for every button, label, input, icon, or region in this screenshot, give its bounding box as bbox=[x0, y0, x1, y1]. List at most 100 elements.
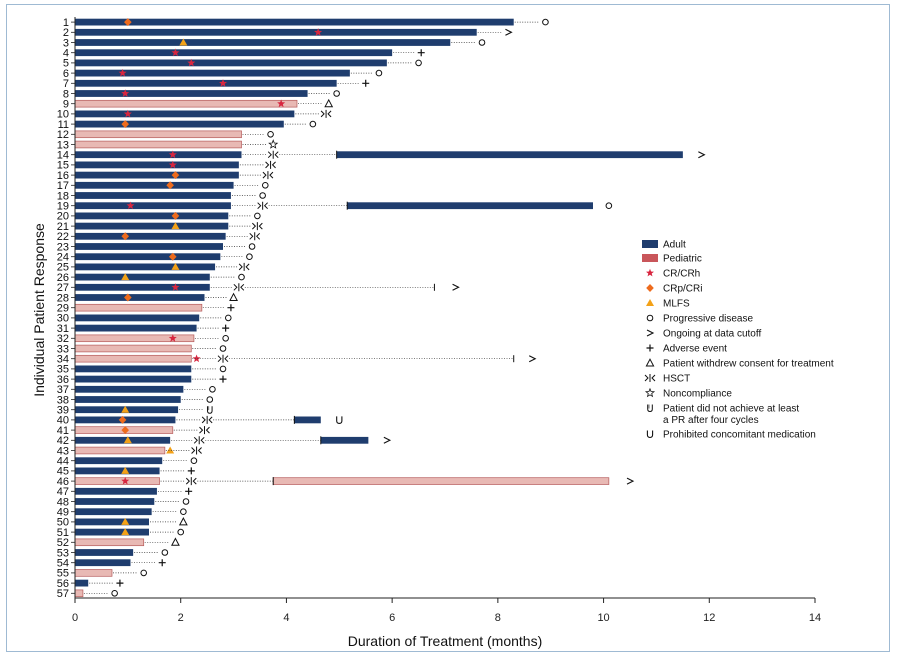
end-pd-marker bbox=[206, 396, 214, 403]
patient-bar bbox=[75, 508, 152, 516]
patient-id-label: 55 bbox=[57, 568, 69, 580]
legend-cri-symbol bbox=[646, 284, 654, 292]
legend-label: Pediatric bbox=[663, 254, 702, 265]
patient-id-label: 29 bbox=[57, 303, 69, 315]
patient-id-label: 16 bbox=[57, 170, 69, 182]
patient-bar bbox=[75, 49, 393, 57]
response-crh-marker bbox=[121, 476, 130, 485]
end-pd-marker bbox=[219, 345, 227, 352]
end-hsct-marker bbox=[257, 201, 268, 210]
patient-bar bbox=[75, 243, 223, 250]
patient-bar bbox=[74, 303, 203, 312]
patient-id-label: 53 bbox=[57, 547, 69, 559]
legend-item-adult: Adult bbox=[642, 240, 686, 251]
legend-swatch bbox=[642, 240, 658, 248]
patient-bar bbox=[75, 385, 184, 393]
legend-item-hsct: HSCT bbox=[644, 374, 690, 385]
response-mlfs-marker bbox=[166, 446, 175, 454]
patient-bar bbox=[75, 212, 229, 220]
patient-id-label: 38 bbox=[57, 394, 69, 406]
resumed-treatment-bar bbox=[294, 416, 321, 424]
patient-bar bbox=[75, 498, 155, 505]
patient-bar bbox=[75, 171, 239, 179]
patient-id-label: 28 bbox=[57, 292, 69, 304]
end-pd-marker bbox=[180, 508, 187, 516]
end-withdrew-marker bbox=[178, 517, 188, 526]
response-cri-marker bbox=[121, 426, 130, 435]
patient-id-label: 27 bbox=[57, 282, 69, 294]
response-crh-marker bbox=[192, 354, 201, 363]
end-nopr-marker bbox=[206, 406, 213, 414]
patient-id-label: 45 bbox=[57, 466, 69, 478]
resumed-treatment-bar bbox=[272, 477, 610, 485]
end-hsct-marker bbox=[199, 426, 210, 435]
legend-item-withdrew: Patient withdrew consent for treatment bbox=[645, 358, 834, 370]
legend-swatch bbox=[642, 254, 658, 262]
response-cri-marker bbox=[121, 232, 130, 241]
end-pd-marker bbox=[267, 131, 274, 138]
patient-id-label: 14 bbox=[57, 150, 69, 162]
end-hsct-marker bbox=[249, 232, 261, 241]
patient-bar bbox=[74, 130, 242, 139]
patient-id-label: 17 bbox=[57, 180, 69, 192]
response-crh-marker bbox=[171, 48, 180, 57]
x-tick-label: 6 bbox=[389, 612, 395, 624]
response-cri-marker bbox=[171, 171, 180, 180]
patient-id-label: 37 bbox=[57, 384, 69, 396]
end-hsct-marker bbox=[201, 415, 213, 424]
patient-bar bbox=[75, 518, 149, 526]
response-crh-marker bbox=[168, 160, 177, 169]
response-crh-marker bbox=[187, 58, 196, 67]
patient-bar bbox=[75, 232, 226, 240]
patient-id-label: 44 bbox=[57, 456, 69, 468]
end-pd-marker bbox=[261, 182, 269, 189]
figure-frame bbox=[6, 4, 890, 652]
end-pd-marker bbox=[238, 273, 245, 281]
final-ongoing-marker bbox=[452, 283, 460, 291]
patient-id-label: 39 bbox=[57, 405, 69, 417]
response-mlfs-marker bbox=[171, 262, 180, 270]
response-mlfs-marker bbox=[121, 528, 130, 536]
final-ongoing-marker bbox=[383, 436, 392, 444]
patient-id-label: 24 bbox=[57, 252, 69, 264]
patient-id-label: 30 bbox=[57, 313, 69, 325]
end-ae-marker bbox=[362, 79, 370, 87]
patient-bar bbox=[75, 263, 216, 271]
end-hsct-marker bbox=[252, 222, 263, 231]
x-tick-label: 10 bbox=[597, 612, 609, 624]
response-mlfs-marker bbox=[121, 466, 130, 474]
patient-id-label: 6 bbox=[63, 68, 69, 80]
end-pd-marker bbox=[224, 314, 232, 322]
patient-id-label: 20 bbox=[57, 211, 69, 223]
patient-id-label: 54 bbox=[57, 558, 69, 570]
legend-label: HSCT bbox=[663, 374, 690, 385]
bars-layer bbox=[74, 18, 683, 598]
x-tick-label: 0 bbox=[72, 612, 78, 624]
legend: Adult Pediatric CR/CRh CRp/CRi MLFS Progressi… bbox=[642, 240, 834, 441]
response-crh-marker bbox=[168, 334, 177, 342]
response-crh-marker bbox=[118, 68, 127, 77]
patient-id-label: 8 bbox=[63, 88, 69, 100]
end-pd-marker bbox=[209, 386, 216, 393]
end-hsct-marker bbox=[262, 171, 274, 180]
end-pd-marker bbox=[254, 212, 261, 220]
patient-id-label: 40 bbox=[57, 415, 69, 427]
patient-bar bbox=[75, 549, 134, 556]
patient-bar bbox=[75, 181, 234, 189]
end-ae-marker bbox=[185, 487, 193, 495]
response-cri-marker bbox=[171, 211, 180, 220]
end-ae-marker bbox=[222, 324, 230, 332]
resumed-treatment-bar bbox=[347, 202, 593, 210]
end-ae-marker bbox=[227, 304, 235, 312]
patient-bar bbox=[74, 99, 298, 108]
patient-bar bbox=[75, 79, 337, 87]
end-withdrew-marker bbox=[229, 292, 239, 301]
patient-bar bbox=[75, 120, 284, 128]
end-pd-marker bbox=[478, 39, 486, 46]
legend-ae-symbol bbox=[646, 344, 654, 352]
patient-bar bbox=[75, 487, 157, 495]
patient-bar bbox=[75, 375, 192, 383]
end-pd-marker bbox=[190, 457, 198, 465]
patient-id-label: 51 bbox=[57, 527, 69, 539]
